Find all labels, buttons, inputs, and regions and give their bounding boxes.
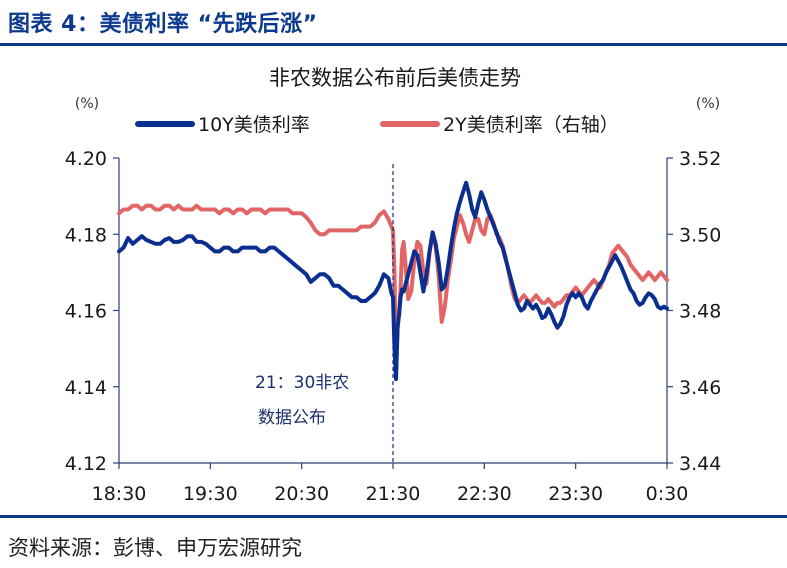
- x-tick-label: 22:30: [457, 483, 512, 505]
- annotation-line-2: 数据公布: [258, 408, 326, 428]
- legend: 10Y美债利率 2Y美债利率（右轴）: [135, 114, 619, 136]
- top-divider: [0, 43, 787, 46]
- x-tick-label: 0:30: [646, 483, 689, 505]
- right-y-tick-label: 3.52: [679, 148, 721, 170]
- x-tick-label: 18:30: [92, 483, 147, 505]
- right-y-tick-label: 3.48: [679, 301, 721, 323]
- right-y-tick-label: 3.50: [679, 224, 721, 246]
- bottom-divider: [0, 515, 787, 518]
- x-tick-label: 21:30: [366, 483, 421, 505]
- x-tick-label: 20:30: [274, 483, 329, 505]
- bond-yield-chart: 非农数据公布前后美债走势 (%) (%) 10Y美债利率 2Y美债利率（右轴） …: [65, 66, 722, 505]
- series-10y-line: [117, 180, 669, 382]
- chart-axes: 4.12 4.14 4.16 4.18 4.20 3.44 3.46 3.48 3.50 3.52…: [65, 148, 722, 505]
- legend-label-10y: 10Y美债利率: [198, 114, 310, 136]
- series-layer: [117, 180, 669, 382]
- right-y-tick-label: 3.44: [679, 453, 721, 475]
- annotation-line-1: 21：30非农: [255, 373, 349, 393]
- left-y-tick-label: 4.20: [65, 148, 107, 170]
- legend-label-2y: 2Y美债利率（右轴）: [443, 114, 619, 136]
- right-y-tick-label: 3.46: [679, 377, 721, 399]
- left-y-tick-label: 4.18: [65, 224, 107, 246]
- source-note: 资料来源：彭博、申万宏源研究: [8, 536, 302, 560]
- right-axis-unit: (%): [696, 96, 720, 112]
- chart-title: 非农数据公布前后美债走势: [269, 66, 521, 90]
- left-y-tick-label: 4.14: [65, 377, 107, 399]
- left-y-tick-label: 4.12: [65, 453, 107, 475]
- x-tick-label: 23:30: [548, 483, 603, 505]
- x-tick-label: 19:30: [183, 483, 238, 505]
- left-axis-unit: (%): [75, 96, 99, 112]
- left-y-tick-label: 4.16: [65, 301, 107, 323]
- figure-title: 图表 4：美债利率 “先跌后涨”: [8, 12, 318, 37]
- release-annotation: 21：30非农 数据公布: [255, 164, 394, 462]
